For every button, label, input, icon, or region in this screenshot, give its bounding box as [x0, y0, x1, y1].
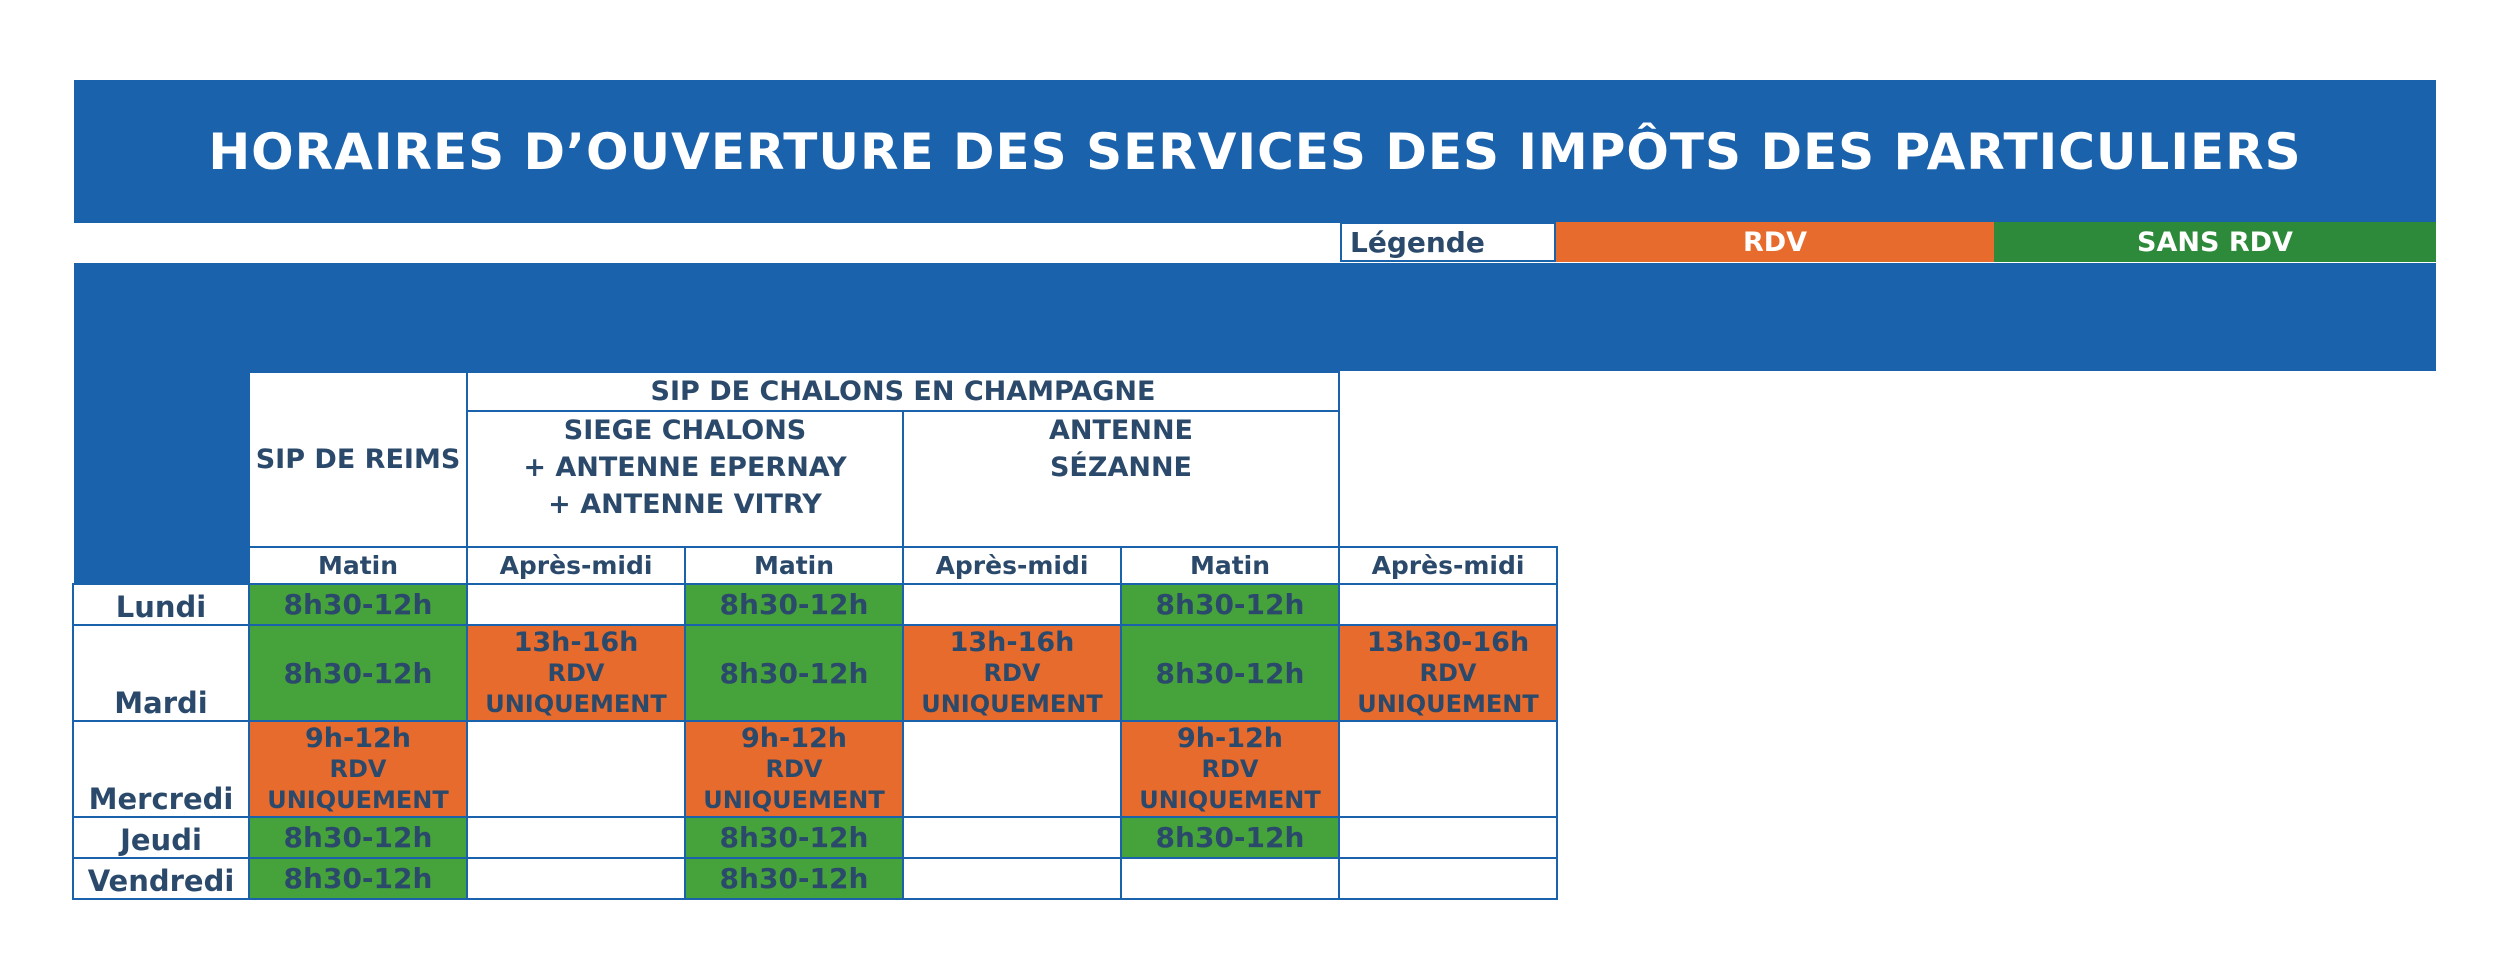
- row-mercredi: Mercredi 9h-12h RDV UNIQUEMENT 9h-12h RD…: [72, 720, 1558, 818]
- cell-vendredi-sezanne-morning: [1120, 857, 1340, 900]
- slot-time: 13h-16h: [513, 626, 639, 658]
- cell-mardi-chalons-afternoon: 13h-16h RDV UNIQUEMENT: [902, 624, 1122, 722]
- day-mercredi: Mercredi: [72, 720, 250, 818]
- corner-cell-2: [73, 411, 249, 547]
- cell-mardi-chalons-morning: 8h30-12h: [684, 624, 904, 722]
- day-jeudi: Jeudi: [72, 816, 250, 859]
- header-band: [74, 263, 2436, 371]
- cell-vendredi-chalons-afternoon: [902, 857, 1122, 900]
- site-chalons: SIEGE CHALONS + ANTENNE EPERNAY + ANTENN…: [466, 410, 904, 548]
- cell-mercredi-chalons-afternoon: [902, 720, 1122, 818]
- cell-vendredi-reims-morning: 8h30-12h: [248, 857, 468, 900]
- slot-uniquement: UNIQUEMENT: [485, 689, 667, 718]
- cell-lundi-chalons-morning: 8h30-12h: [684, 583, 904, 626]
- cell-jeudi-chalons-morning: 8h30-12h: [684, 816, 904, 859]
- site-chalons-line2: + ANTENNE EPERNAY: [523, 452, 847, 483]
- cell-vendredi-reims-afternoon: [466, 857, 686, 900]
- col-sezanne-morning: Matin: [1120, 546, 1340, 585]
- site-sezanne: ANTENNE SÉZANNE: [902, 410, 1340, 548]
- site-chalons-line1: SIEGE CHALONS: [563, 415, 807, 446]
- cell-mercredi-sezanne-morning: 9h-12h RDV UNIQUEMENT: [1120, 720, 1340, 818]
- corner-cell-3: [73, 547, 249, 584]
- slot-time: 13h-16h: [949, 626, 1075, 658]
- slot-rdv: RDV: [1201, 754, 1259, 783]
- slot-rdv: RDV: [547, 658, 605, 687]
- site-chalons-line3: + ANTENNE VITRY: [548, 489, 822, 520]
- cell-lundi-chalons-afternoon: [902, 583, 1122, 626]
- cell-mardi-sezanne-morning: 8h30-12h: [1120, 624, 1340, 722]
- site-reims: SIP DE REIMS: [248, 371, 468, 548]
- slot-time: 9h-12h: [1176, 722, 1283, 754]
- cell-mercredi-reims-morning: 9h-12h RDV UNIQUEMENT: [248, 720, 468, 818]
- cell-lundi-sezanne-morning: 8h30-12h: [1120, 583, 1340, 626]
- slot-rdv: RDV: [983, 658, 1041, 687]
- site-sezanne-line1: ANTENNE: [1049, 415, 1193, 446]
- cell-vendredi-sezanne-afternoon: [1338, 857, 1558, 900]
- cell-jeudi-reims-morning: 8h30-12h: [248, 816, 468, 859]
- col-reims-afternoon: Après-midi: [466, 546, 686, 585]
- row-mardi: Mardi 8h30-12h 13h-16h RDV UNIQUEMENT 8h…: [72, 624, 1558, 722]
- page-title: HORAIRES D’OUVERTURE DES SERVICES DES IM…: [208, 122, 2302, 181]
- cell-vendredi-chalons-morning: 8h30-12h: [684, 857, 904, 900]
- cell-mardi-sezanne-afternoon: 13h30-16h RDV UNIQUEMENT: [1338, 624, 1558, 722]
- slot-uniquement: UNIQUEMENT: [1139, 785, 1321, 814]
- row-vendredi: Vendredi 8h30-12h 8h30-12h: [72, 857, 1558, 900]
- cell-jeudi-sezanne-morning: 8h30-12h: [1120, 816, 1340, 859]
- legend-rdv: RDV: [1556, 222, 1994, 262]
- cell-jeudi-sezanne-afternoon: [1338, 816, 1558, 859]
- header-row-periods: Matin Après-midi Matin Après-midi Matin …: [73, 546, 1558, 585]
- slot-uniquement: UNIQUEMENT: [267, 785, 449, 814]
- slot-rdv: RDV: [765, 754, 823, 783]
- cell-lundi-reims-afternoon: [466, 583, 686, 626]
- slot-rdv: RDV: [1419, 658, 1477, 687]
- row-lundi: Lundi 8h30-12h 8h30-12h 8h30-12h: [72, 583, 1558, 626]
- group-chalons: SIP DE CHALONS EN CHAMPAGNE: [466, 371, 1340, 412]
- cell-jeudi-chalons-afternoon: [902, 816, 1122, 859]
- col-reims-morning: Matin: [248, 546, 468, 585]
- title-banner: HORAIRES D’OUVERTURE DES SERVICES DES IM…: [74, 80, 2436, 223]
- slot-uniquement: UNIQUEMENT: [1357, 689, 1539, 718]
- site-sezanne-line2: SÉZANNE: [1049, 452, 1192, 483]
- cell-lundi-sezanne-afternoon: [1338, 583, 1558, 626]
- left-strip: [74, 371, 248, 584]
- corner-cell: [73, 372, 249, 411]
- slot-time: 9h-12h: [304, 722, 411, 754]
- cell-mercredi-reims-afternoon: [466, 720, 686, 818]
- row-jeudi: Jeudi 8h30-12h 8h30-12h 8h30-12h: [72, 816, 1558, 859]
- cell-mardi-reims-afternoon: 13h-16h RDV UNIQUEMENT: [466, 624, 686, 722]
- cell-jeudi-reims-afternoon: [466, 816, 686, 859]
- legend-sans-rdv: SANS RDV: [1994, 222, 2436, 262]
- day-mardi: Mardi: [72, 624, 250, 722]
- slot-uniquement: UNIQUEMENT: [703, 785, 885, 814]
- slot-rdv: RDV: [329, 754, 387, 783]
- slot-time: 9h-12h: [740, 722, 847, 754]
- day-vendredi: Vendredi: [72, 857, 250, 900]
- spacer-cell: [1339, 372, 1557, 411]
- header-row-sites: SIEGE CHALONS + ANTENNE EPERNAY + ANTENN…: [73, 410, 1557, 548]
- slot-time: 13h30-16h: [1366, 626, 1530, 658]
- site-reims-label: SIP DE REIMS: [255, 444, 461, 475]
- col-chalons-afternoon: Après-midi: [902, 546, 1122, 585]
- slot-uniquement: UNIQUEMENT: [921, 689, 1103, 718]
- legend-label: Légende: [1340, 222, 1556, 262]
- header-row-group: SIP DE REIMS SIP DE CHALONS EN CHAMPAGNE: [73, 371, 1557, 548]
- col-sezanne-afternoon: Après-midi: [1338, 546, 1558, 585]
- day-lundi: Lundi: [72, 583, 250, 626]
- cell-lundi-reims-morning: 8h30-12h: [248, 583, 468, 626]
- schedule-table: SIP DE REIMS SIP DE CHALONS EN CHAMPAGNE…: [72, 371, 1558, 900]
- cell-mercredi-chalons-morning: 9h-12h RDV UNIQUEMENT: [684, 720, 904, 818]
- col-chalons-morning: Matin: [684, 546, 904, 585]
- cell-mardi-reims-morning: 8h30-12h: [248, 624, 468, 722]
- cell-mercredi-sezanne-afternoon: [1338, 720, 1558, 818]
